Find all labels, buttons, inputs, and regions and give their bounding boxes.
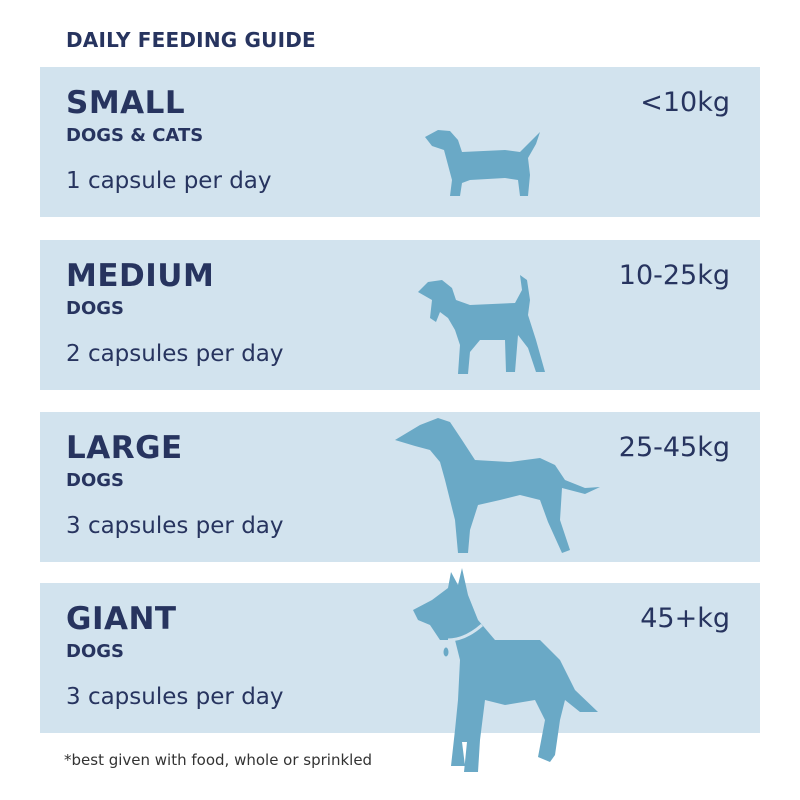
tier-subtitle: DOGS: [66, 298, 124, 319]
tier-large: LARGE DOGS 3 capsules per day 25-45kg: [40, 412, 760, 562]
tier-weight: 25-45kg: [618, 432, 730, 463]
tier-small: SMALL DOGS & CATS 1 capsule per day <10k…: [40, 67, 760, 217]
tier-weight: 45+kg: [640, 603, 730, 634]
tier-name: LARGE: [66, 430, 183, 466]
tier-subtitle: DOGS & CATS: [66, 125, 204, 146]
tier-medium: MEDIUM DOGS 2 capsules per day 10-25kg: [40, 240, 760, 390]
tier-subtitle: DOGS: [66, 641, 124, 662]
tier-dose: 2 capsules per day: [66, 341, 284, 367]
page-title: DAILY FEEDING GUIDE: [66, 28, 316, 52]
tier-name: GIANT: [66, 601, 177, 637]
tier-weight: 10-25kg: [618, 260, 730, 291]
tier-dose: 3 capsules per day: [66, 513, 284, 539]
tier-weight: <10kg: [640, 87, 730, 118]
footnote: *best given with food, whole or sprinkle…: [64, 751, 373, 769]
tier-subtitle: DOGS: [66, 470, 124, 491]
tier-name: SMALL: [66, 85, 186, 121]
tier-giant: GIANT DOGS 3 capsules per day 45+kg: [40, 583, 760, 733]
tier-name: MEDIUM: [66, 258, 215, 294]
tier-dose: 3 capsules per day: [66, 684, 284, 710]
tier-dose: 1 capsule per day: [66, 168, 272, 194]
